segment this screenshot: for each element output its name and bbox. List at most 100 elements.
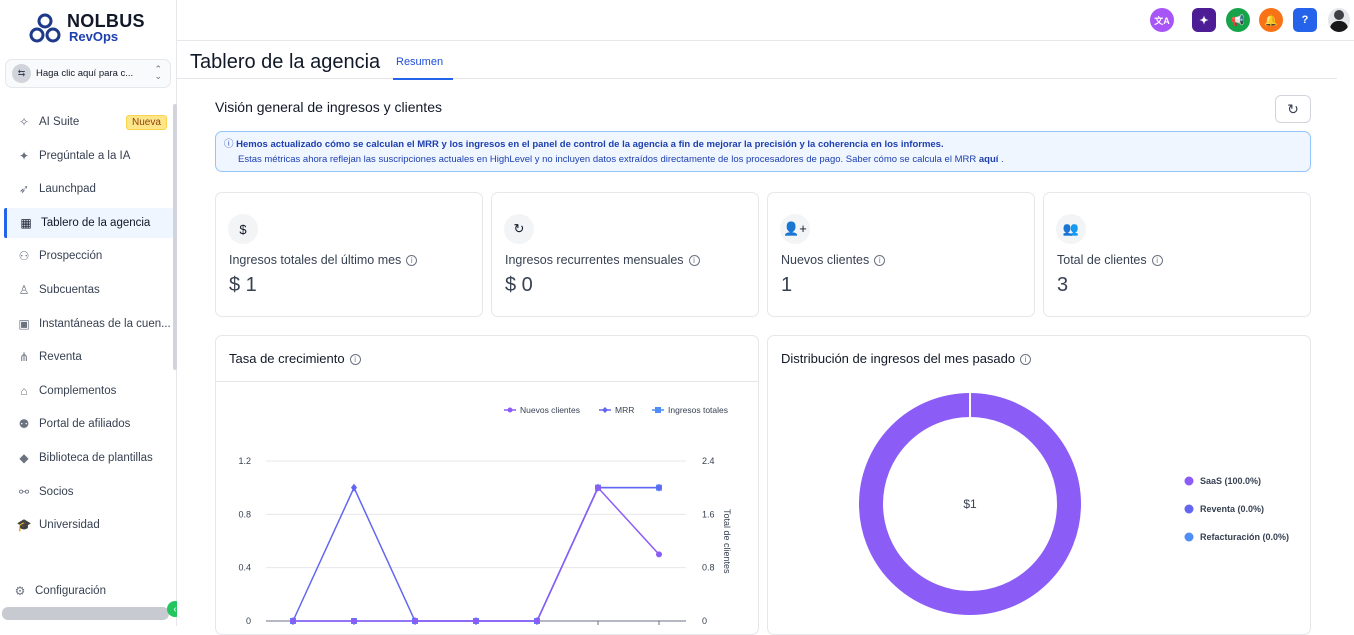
series-line-0 (293, 486, 660, 622)
user-icon: ♙ (18, 283, 30, 297)
help-icon[interactable]: ? (1293, 8, 1317, 32)
legend-label: SaaS (100.0%) (1200, 476, 1261, 486)
bell-icon[interactable]: 🔔 (1259, 8, 1283, 32)
refresh-icon: ↻ (1287, 100, 1299, 117)
sidebar-item-0[interactable]: ✧ AI Suite Nueva (4, 107, 173, 137)
legend-marker (1184, 532, 1194, 542)
data-point (534, 618, 540, 624)
data-point (351, 618, 357, 624)
info-icon[interactable]: i (1151, 255, 1163, 266)
sidebar-item-label: Socios (39, 485, 74, 498)
metric-card: 👤+ Nuevos clientes i 1 (767, 192, 1035, 317)
sidebar-item-label: Universidad (39, 519, 100, 532)
account-switcher[interactable]: ⇆ Haga clic aquí para c... ⌃ ⌄ (5, 59, 171, 88)
rocket-icon: ➶ (18, 182, 30, 197)
main-content: Tablero de la agencia Resumen Visión gen… (177, 41, 1354, 635)
users-icon: ⚇ (18, 249, 30, 264)
info-banner: ⓘ Hemos actualizado cómo se calculan el … (215, 131, 1311, 172)
legend-marker (1184, 476, 1194, 486)
legend-label: MRR (615, 405, 634, 415)
sidebar-item-8[interactable]: ⌂ Complementos (4, 376, 173, 406)
data-point (473, 618, 479, 624)
data-point (595, 484, 601, 491)
user-avatar[interactable] (1328, 8, 1350, 32)
megaphone-icon[interactable]: 📢 (1226, 8, 1250, 32)
sidebar-item-5[interactable]: ♙ Subcuentas (4, 275, 173, 305)
top-bar: 文A ✦ 📢 🔔? (177, 0, 1354, 41)
metric-card: $ Ingresos totales del último mes i $ 1 (215, 192, 483, 317)
metric-label: Ingresos totales del último mes i (229, 253, 418, 267)
info-icon[interactable]: i (874, 255, 886, 266)
legend-marker (602, 407, 608, 413)
revenue-distribution-panel: Distribución de ingresos del mes pasado i… (767, 335, 1311, 635)
refresh-button[interactable]: ↻ (1275, 95, 1311, 123)
metric-label: Ingresos recurrentes mensuales i (505, 253, 700, 267)
new-badge: Nueva (126, 115, 167, 130)
sidebar-item-settings[interactable]: ⚙ Configuración (0, 576, 169, 606)
gear-icon: ⚙ (14, 584, 26, 598)
distribution-title: Distribución de ingresos del mes pasado i (781, 351, 1032, 366)
y2-tick-label: 2.4 (702, 456, 715, 466)
sidebar-scrollbar[interactable] (173, 104, 177, 370)
info-icon[interactable]: i (688, 255, 700, 266)
page-title: Tablero de la agencia (190, 51, 381, 73)
sidebar-item-6[interactable]: ▣ Instantáneas de la cuen... (4, 309, 173, 339)
active-tab-indicator (393, 78, 453, 80)
metric-card: ↻ Ingresos recurrentes mensuales i $ 0 (491, 192, 759, 317)
info-icon[interactable]: i (349, 354, 361, 365)
y2-tick-label: 1.6 (702, 509, 715, 519)
panel-divider (216, 381, 758, 382)
sidebar-item-label: Reventa (39, 351, 82, 364)
sidebar-item-7[interactable]: ⋔ Reventa (4, 342, 173, 372)
sidebar-horizontal-scrollbar[interactable] (2, 607, 169, 620)
handshake-icon: ⚯ (18, 484, 30, 499)
tab-resumen[interactable]: Resumen (396, 56, 444, 68)
legend-label: Nuevos clientes (520, 405, 580, 415)
account-avatar-icon: ⇆ (12, 64, 31, 83)
translate-icon[interactable]: 文A (1150, 8, 1174, 32)
legend-marker (507, 407, 513, 413)
data-point (351, 483, 357, 492)
sparkle-icon: ✧ (18, 115, 30, 129)
sidebar-item-3[interactable]: ▦ Tablero de la agencia (4, 207, 173, 238)
y-tick-label: 0.8 (238, 509, 251, 519)
image-icon: ▣ (18, 316, 30, 331)
legend-label: Ingresos totales (668, 405, 728, 415)
legend-marker (1184, 504, 1194, 514)
metric-icon: 👥 (1056, 214, 1086, 244)
sidebar-item-1[interactable]: ✦ Pregúntale a la IA (4, 141, 173, 171)
y2-tick-label: 0 (702, 616, 707, 626)
shapes-icon: ◆ (19, 451, 29, 465)
sidebar-item-label: Biblioteca de plantillas (39, 452, 153, 464)
legend-label: Reventa (0.0%) (1200, 504, 1264, 514)
metric-icon: 👤+ (780, 214, 810, 244)
nolbus-logo-icon (29, 13, 61, 43)
info-icon: ⓘ (224, 139, 234, 150)
sidebar-item-label: Portal de afiliados (39, 418, 131, 431)
brand-logo[interactable]: NOLBUS RevOps (28, 10, 158, 50)
team-icon: ⚉ (18, 417, 30, 432)
sidebar-item-9[interactable]: ⚉ Portal de afiliados (4, 409, 173, 439)
growth-title: Tasa de crecimiento i (229, 351, 361, 366)
notice-line2: Estas métricas ahora reflejan las suscri… (238, 154, 977, 165)
growth-rate-panel: Tasa de crecimiento i 0 0.4 0.8 1.2 0 0.8 1.6 2.… (215, 335, 759, 635)
y2-axis-label: Total de clientes (722, 509, 732, 574)
y2-tick-label: 0.8 (702, 563, 715, 573)
metric-value: 3 (1057, 274, 1069, 296)
sidebar-item-2[interactable]: ➶ Launchpad (4, 174, 173, 204)
sidebar-item-11[interactable]: ⚯ Socios (4, 477, 173, 507)
notice-line1: Hemos actualizado cómo se calculan el MR… (236, 139, 944, 150)
sidebar-item-10[interactable]: ◆ Biblioteca de plantillas (4, 443, 173, 473)
series-line-1 (292, 485, 659, 622)
network-icon: ⋔ (18, 350, 30, 365)
sidebar-item-4[interactable]: ⚇ Prospección (4, 241, 173, 271)
info-icon[interactable]: i (1020, 354, 1032, 365)
metric-value: 1 (781, 274, 793, 296)
sidebar-item-12[interactable]: 🎓 Universidad (4, 510, 173, 540)
info-icon[interactable]: i (406, 255, 418, 266)
notice-link[interactable]: aquí (978, 154, 999, 165)
metric-label: Total de clientes i (1057, 253, 1163, 267)
donut-center-label: $1 (963, 497, 977, 511)
ai-icon[interactable]: ✦ (1192, 8, 1216, 32)
metric-label: Nuevos clientes i (781, 253, 886, 267)
